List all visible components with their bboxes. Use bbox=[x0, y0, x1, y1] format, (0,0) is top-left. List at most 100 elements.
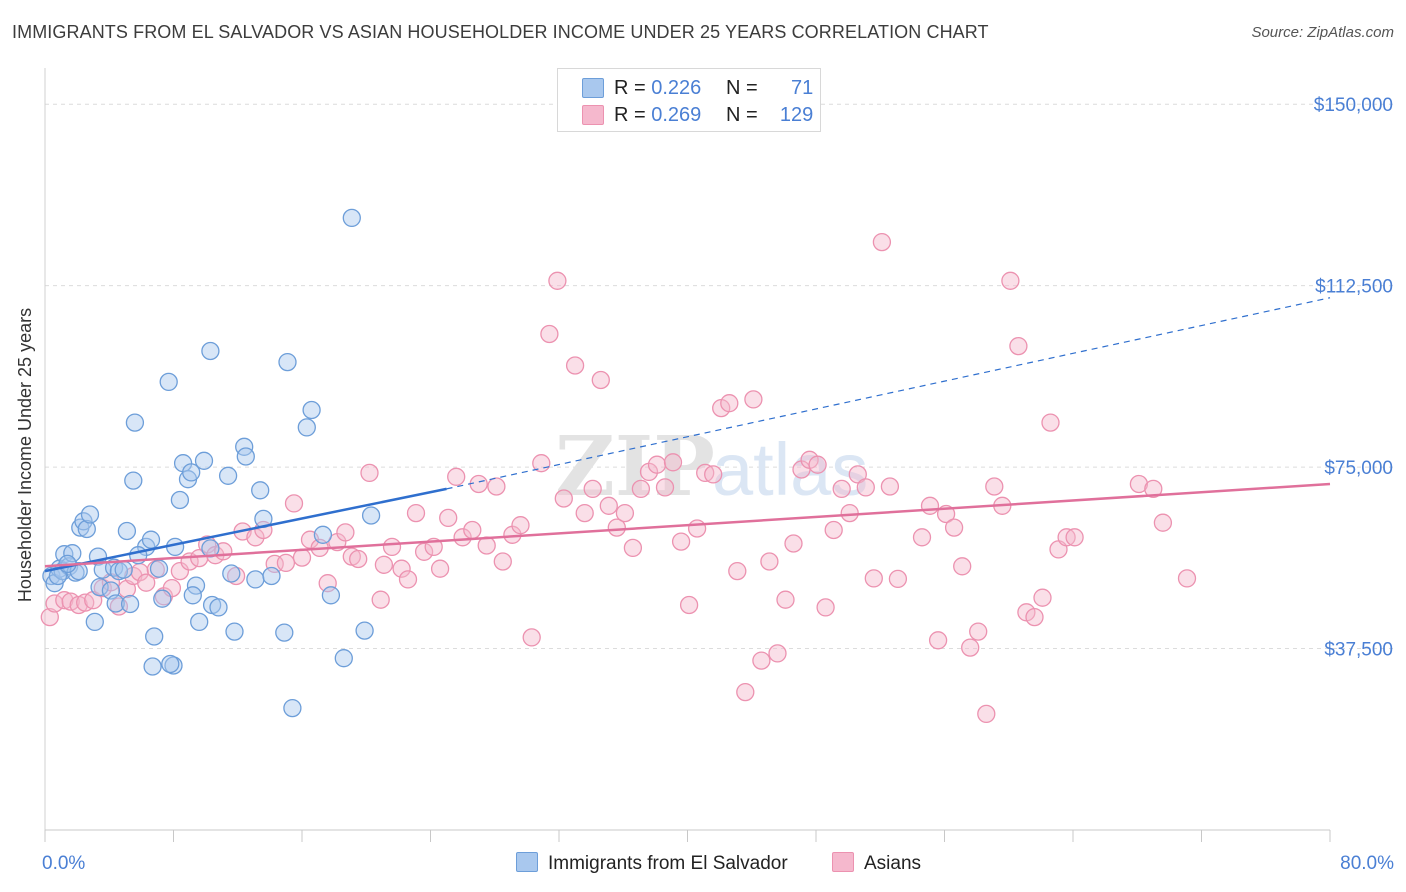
point-asians bbox=[679, 595, 699, 615]
point-asians bbox=[663, 453, 683, 472]
point-asians bbox=[872, 232, 892, 252]
y-tick-label: $37,500 bbox=[1324, 640, 1393, 661]
point-el-salvador bbox=[69, 561, 88, 581]
bottom-legend-asians: Asians bbox=[832, 852, 921, 875]
point-asians bbox=[40, 607, 59, 627]
point-asians bbox=[631, 479, 651, 499]
point-asians bbox=[824, 520, 843, 540]
point-el-salvador bbox=[278, 352, 297, 372]
legend-swatch-blue bbox=[582, 78, 604, 98]
tick-labels: $37,500 $75,000 $112,500 $150,000 0.0% 80.0% bbox=[42, 95, 1394, 874]
point-asians bbox=[382, 537, 402, 557]
point-asians bbox=[832, 479, 851, 499]
axes bbox=[44, 68, 1331, 842]
legend-n-label: N = bbox=[726, 77, 758, 99]
point-el-salvador bbox=[182, 463, 201, 482]
point-asians bbox=[687, 519, 707, 538]
x-tick-label-max: 80.0% bbox=[1340, 853, 1394, 874]
point-asians bbox=[1001, 271, 1020, 290]
point-asians bbox=[554, 489, 573, 508]
point-el-salvador bbox=[225, 622, 244, 641]
point-el-salvador bbox=[218, 466, 238, 485]
point-asians bbox=[392, 559, 411, 578]
point-asians bbox=[1177, 569, 1197, 588]
point-el-salvador bbox=[125, 413, 145, 432]
point-asians bbox=[912, 528, 932, 547]
y-axis-label: Householder Income Under 25 years bbox=[15, 308, 35, 602]
point-asians bbox=[453, 528, 472, 547]
point-asians bbox=[548, 271, 567, 290]
legend-r-label: R = bbox=[614, 77, 646, 99]
point-el-salvador bbox=[334, 649, 353, 668]
point-el-salvador bbox=[149, 559, 169, 578]
point-el-salvador bbox=[186, 576, 206, 595]
point-asians bbox=[170, 561, 190, 581]
point-el-salvador bbox=[275, 623, 294, 642]
bottom-legend-swatch-pink bbox=[832, 852, 854, 872]
legend-n-label: N = bbox=[726, 104, 758, 126]
point-asians bbox=[671, 532, 691, 551]
trend-line-el-salvador-extension bbox=[446, 297, 1331, 490]
point-el-salvador bbox=[251, 481, 270, 500]
point-asians bbox=[920, 496, 940, 515]
point-asians bbox=[109, 597, 129, 616]
point-el-salvador bbox=[80, 505, 100, 524]
point-el-salvador bbox=[361, 506, 381, 525]
source-label: Source: ZipAtlas.com bbox=[1251, 24, 1394, 41]
point-asians bbox=[888, 569, 908, 589]
bottom-legend-swatch-blue bbox=[516, 852, 538, 872]
point-asians bbox=[736, 682, 755, 702]
point-el-salvador bbox=[302, 400, 321, 420]
point-el-salvador bbox=[90, 577, 109, 597]
point-asians bbox=[928, 631, 948, 650]
bottom-legend-label: Immigrants from El Salvador bbox=[548, 853, 788, 874]
point-asians bbox=[1129, 474, 1149, 494]
point-asians bbox=[463, 520, 482, 540]
grid-lines bbox=[45, 103, 1395, 650]
point-asians bbox=[840, 503, 859, 523]
point-asians bbox=[1009, 336, 1028, 356]
point-el-salvador bbox=[183, 586, 202, 605]
point-asians bbox=[360, 463, 379, 483]
point-el-salvador bbox=[201, 341, 220, 361]
point-el-salvador bbox=[355, 621, 374, 640]
point-asians bbox=[977, 704, 996, 724]
legend-r-label: R = bbox=[614, 104, 646, 126]
point-asians bbox=[607, 518, 626, 537]
legend-n-value: 129 bbox=[779, 104, 814, 126]
trend-line-el-salvador bbox=[44, 487, 447, 573]
point-asians bbox=[864, 569, 883, 588]
point-asians bbox=[583, 479, 602, 499]
point-asians bbox=[292, 548, 312, 567]
point-asians bbox=[398, 570, 418, 589]
point-asians bbox=[728, 561, 747, 581]
point-el-salvador bbox=[246, 570, 265, 589]
point-el-salvador bbox=[194, 451, 214, 470]
x-tick-label-min: 0.0% bbox=[42, 853, 85, 874]
point-asians bbox=[647, 455, 667, 474]
point-asians bbox=[1144, 479, 1163, 499]
point-asians bbox=[371, 590, 390, 609]
point-asians bbox=[880, 477, 900, 496]
point-asians bbox=[565, 356, 585, 375]
point-el-salvador bbox=[313, 525, 333, 544]
point-asians bbox=[856, 478, 875, 497]
point-asians bbox=[276, 553, 296, 573]
point-asians bbox=[615, 503, 635, 523]
point-asians bbox=[969, 622, 988, 641]
point-asians bbox=[944, 518, 964, 537]
point-asians bbox=[961, 638, 980, 657]
point-asians bbox=[336, 523, 355, 542]
point-asians bbox=[776, 590, 795, 609]
point-asians bbox=[591, 370, 610, 390]
point-el-salvador bbox=[209, 598, 228, 617]
point-asians bbox=[522, 628, 541, 647]
point-asians bbox=[1033, 588, 1052, 607]
point-asians bbox=[655, 478, 675, 497]
y-tick-label: $112,500 bbox=[1315, 277, 1393, 298]
point-el-salvador bbox=[342, 208, 361, 228]
legend-n-value: 71 bbox=[791, 77, 814, 99]
point-asians bbox=[469, 474, 488, 494]
point-el-salvador bbox=[153, 589, 172, 608]
